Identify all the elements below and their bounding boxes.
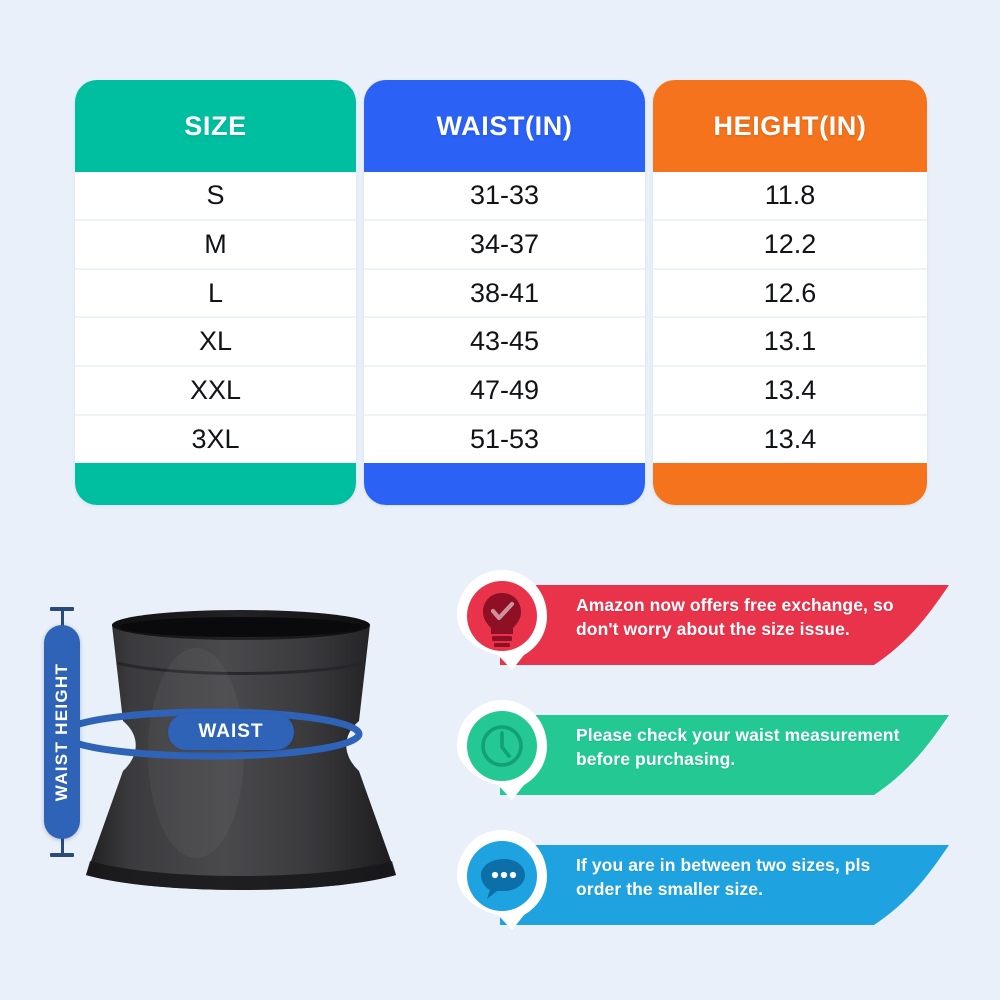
table-cell-size: XL xyxy=(75,318,356,368)
note-banner: Please check your waist measurement befo… xyxy=(452,697,949,802)
gauge-cap-bottom xyxy=(50,853,74,857)
column-header-size: SIZE xyxy=(75,80,356,172)
column-footer-height xyxy=(653,463,927,505)
note-badge xyxy=(457,700,547,800)
table-cell-waist: 38-41 xyxy=(364,269,645,319)
note-badge xyxy=(457,830,547,930)
clock-icon xyxy=(481,725,523,767)
chat-bubble-dots-icon xyxy=(481,859,525,899)
note-banner: If you are in between two sizes, pls ord… xyxy=(452,827,949,932)
table-cell-size: L xyxy=(75,269,356,319)
table-cell-height: 12.6 xyxy=(653,269,927,319)
table-cell-size: 3XL xyxy=(75,416,356,463)
table-cell-waist: 47-49 xyxy=(364,367,645,417)
table-cell-height: 13.4 xyxy=(653,416,927,463)
table-cell-waist: 43-45 xyxy=(364,318,645,368)
column-footer-size xyxy=(75,463,356,505)
column-header-height: HEIGHT(IN) xyxy=(653,80,927,172)
waist-height-gauge: WAIST HEIGHT xyxy=(40,607,84,857)
note-badge xyxy=(457,570,547,670)
table-column-waist: WAIST(IN) 31-33 34-37 38-41 43-45 47-49 … xyxy=(364,80,645,505)
table-cell-height: 11.8 xyxy=(653,172,927,221)
column-body-waist: 31-33 34-37 38-41 43-45 47-49 51-53 xyxy=(364,172,645,463)
lightbulb-check-icon xyxy=(483,593,521,647)
size-chart-table: SIZE S M L XL XXL 3XL WAIST(IN) 31-33 34… xyxy=(75,80,927,505)
banner-ribbon xyxy=(500,845,949,925)
column-body-size: S M L XL XXL 3XL xyxy=(75,172,356,463)
waist-label-pill: WAIST xyxy=(168,714,294,750)
table-column-size: SIZE S M L XL XXL 3XL xyxy=(75,80,356,505)
table-cell-size: S xyxy=(75,172,356,221)
table-cell-waist: 31-33 xyxy=(364,172,645,221)
note-banner: Amazon now offers free exchange, so don'… xyxy=(452,567,949,672)
waist-label-text: WAIST xyxy=(198,721,264,742)
gauge-cap-top xyxy=(50,607,74,611)
table-cell-waist: 51-53 xyxy=(364,416,645,463)
note-text: Amazon now offers free exchange, so don'… xyxy=(576,595,894,640)
table-cell-height: 13.4 xyxy=(653,367,927,417)
column-header-waist: WAIST(IN) xyxy=(364,80,645,172)
product-illustration: WAIST WAIST HEIGHT xyxy=(18,585,418,975)
table-cell-height: 12.2 xyxy=(653,220,927,270)
table-cell-size: M xyxy=(75,220,356,270)
note-text: If you are in between two sizes, pls ord… xyxy=(576,855,871,900)
table-column-height: HEIGHT(IN) 11.8 12.2 12.6 13.1 13.4 13.4 xyxy=(653,80,927,505)
table-cell-height: 13.1 xyxy=(653,318,927,368)
banner-ribbon xyxy=(500,715,949,795)
column-body-height: 11.8 12.2 12.6 13.1 13.4 13.4 xyxy=(653,172,927,463)
banner-ribbon xyxy=(500,585,949,665)
table-cell-waist: 34-37 xyxy=(364,220,645,270)
table-cell-size: XXL xyxy=(75,367,356,417)
column-footer-waist xyxy=(364,463,645,505)
waist-height-label-pill: WAIST HEIGHT xyxy=(44,625,80,839)
note-text: Please check your waist measurement befo… xyxy=(576,725,900,770)
waist-height-label-text: WAIST HEIGHT xyxy=(52,662,72,802)
